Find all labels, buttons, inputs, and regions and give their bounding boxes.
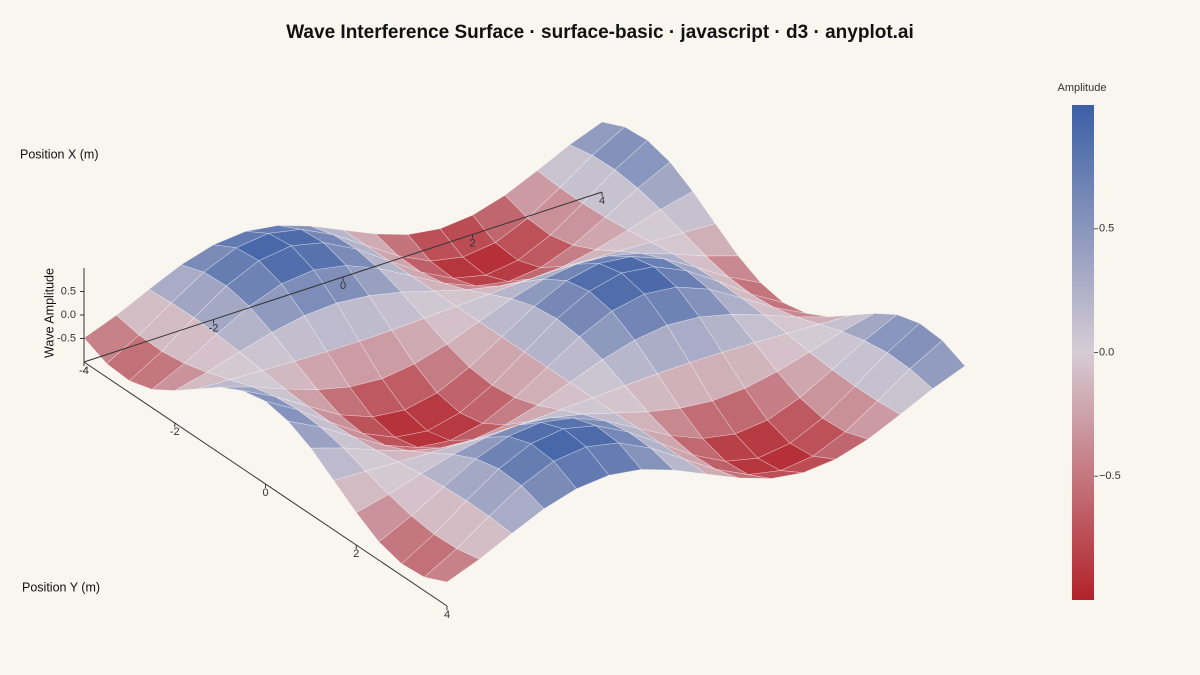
surface-cell [844, 400, 901, 440]
z-tick-label: 0.5 [61, 285, 76, 297]
x-axis-label: Position X (m) [20, 147, 99, 161]
y-tick-label: 4 [444, 609, 450, 621]
colorbar-tick-label: −0.5 [1099, 470, 1121, 482]
surface-cell [877, 368, 934, 415]
surface-cell [748, 470, 804, 479]
x-tick-label: -4 [79, 365, 89, 377]
y-axis-label: Position Y (m) [22, 580, 100, 594]
chart-title: Wave Interference Surface · surface-basi… [286, 22, 914, 43]
x-tick-label: 2 [469, 237, 475, 249]
surface-cell [553, 446, 610, 490]
x-tick-label: -2 [209, 322, 219, 334]
colorbar-tick-label: 0.0 [1099, 346, 1114, 358]
surface-cell [617, 442, 675, 471]
y-tick-label: -4 [79, 365, 89, 377]
z-tick-label: 0.0 [61, 309, 76, 321]
surface-cell [715, 469, 771, 479]
surface-cell [779, 455, 837, 474]
colorbar-scale [1072, 105, 1094, 600]
surface [83, 121, 966, 583]
z-tick-label: -0.5 [57, 332, 76, 344]
y-tick-label: 0 [262, 487, 268, 499]
surface-cell [423, 548, 480, 583]
colorbar-title: Amplitude [1058, 82, 1107, 94]
colorbar-tick-label: 0.5 [1099, 223, 1114, 235]
surface-cell [683, 458, 739, 479]
surface-cell [812, 431, 869, 460]
surface-cell [585, 442, 642, 476]
y-tick-label: 2 [353, 548, 359, 560]
colorbar: −0.5 0.0 0.5 [1072, 105, 1121, 600]
y-tick-label: -2 [170, 426, 180, 438]
x-tick-label: 0 [340, 280, 346, 292]
z-axis-label: Wave Amplitude [42, 268, 56, 358]
x-tick-label: 4 [599, 195, 605, 207]
surface-cell [488, 485, 545, 534]
surface-cell [520, 460, 577, 510]
